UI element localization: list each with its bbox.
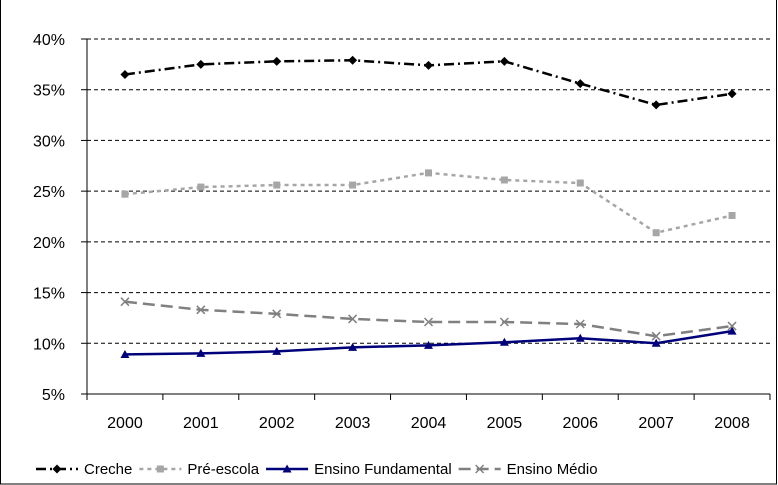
- y-tick-label: 35%: [33, 83, 65, 100]
- data-point-marker: [272, 56, 282, 66]
- legend-item: Pré-escola: [139, 461, 260, 478]
- data-point-marker: [727, 89, 737, 99]
- series-0: [120, 55, 737, 110]
- x-tick-label: 2002: [259, 415, 295, 432]
- data-point-marker: [651, 100, 661, 110]
- data-point-marker: [349, 181, 357, 189]
- legend-item: Ensino Médio: [458, 461, 598, 478]
- legend-marker: [475, 464, 485, 474]
- data-point-marker: [423, 317, 434, 327]
- data-point-marker: [348, 55, 358, 65]
- x-tick-label: 2005: [487, 415, 523, 432]
- data-point-marker: [576, 179, 584, 187]
- y-tick-label: 5%: [42, 387, 65, 404]
- data-point-marker: [575, 319, 585, 329]
- data-point-marker: [196, 59, 206, 69]
- y-axis-ticks: 5% 10% 15% 20% 25% 30% 35% 40%: [33, 32, 65, 404]
- data-point-marker: [499, 317, 509, 327]
- series-line: [124, 300, 733, 338]
- legend-marker: [52, 464, 62, 474]
- x-tick-label: 2000: [107, 415, 143, 432]
- y-tick-label: 10%: [33, 336, 65, 353]
- series-1: [121, 169, 736, 237]
- series-3: [120, 297, 737, 341]
- legend-label: Ensino Fundamental: [314, 461, 452, 478]
- data-point-marker: [196, 305, 206, 315]
- data-point-marker: [728, 211, 736, 219]
- x-tick-label: 2008: [714, 415, 750, 432]
- data-point-marker: [500, 176, 508, 184]
- y-tick-label: 15%: [33, 286, 65, 303]
- data-point-marker: [272, 346, 282, 355]
- legend-marker: [282, 464, 292, 473]
- data-point-marker: [424, 60, 433, 70]
- data-point-marker: [499, 337, 509, 346]
- data-point-marker: [425, 169, 432, 177]
- x-tick-label: 2003: [335, 415, 371, 432]
- y-tick-label: 20%: [33, 235, 65, 252]
- data-point-marker: [273, 181, 281, 189]
- x-tick-label: 2006: [562, 415, 598, 432]
- data-point-marker: [197, 183, 205, 191]
- data-point-marker: [651, 331, 661, 341]
- legend-item: Ensino Fundamental: [266, 461, 452, 478]
- data-point-marker: [121, 190, 129, 198]
- data-point-marker: [120, 70, 130, 79]
- series-group: [120, 55, 737, 358]
- legend-item: Creche: [36, 461, 132, 478]
- data-point-marker: [120, 297, 130, 307]
- legend-label: Pré-escola: [187, 461, 259, 478]
- legend-marker: [156, 465, 164, 473]
- series-2: [120, 326, 737, 358]
- data-point-marker: [120, 349, 130, 358]
- data-point-marker: [652, 229, 660, 237]
- y-tick-label: 40%: [33, 32, 65, 49]
- y-tick-label: 25%: [33, 184, 65, 201]
- legend-label: Creche: [84, 461, 132, 478]
- x-tick-label: 2007: [638, 415, 674, 432]
- x-tick-label: 2004: [411, 415, 447, 432]
- data-point-marker: [196, 348, 206, 357]
- data-point-marker: [272, 309, 282, 319]
- x-axis-ticks: 2000 2001 2002 2003 2004 2005 2006 2007 2008: [107, 415, 750, 432]
- y-tick-label: 30%: [33, 133, 65, 150]
- legend: Creche Pré-escola Ensino Fundamental Ensino…: [36, 461, 598, 478]
- x-tick-label: 2001: [183, 415, 219, 432]
- data-point-marker: [575, 79, 585, 89]
- data-point-marker: [348, 314, 358, 324]
- data-point-marker: [575, 333, 585, 342]
- data-point-marker: [424, 340, 433, 349]
- axes: [81, 38, 771, 400]
- legend-label: Ensino Médio: [507, 461, 598, 478]
- data-point-marker: [499, 56, 509, 66]
- data-point-marker: [727, 326, 737, 335]
- data-point-marker: [727, 321, 737, 331]
- data-point-marker: [651, 338, 661, 347]
- data-point-marker: [348, 342, 358, 351]
